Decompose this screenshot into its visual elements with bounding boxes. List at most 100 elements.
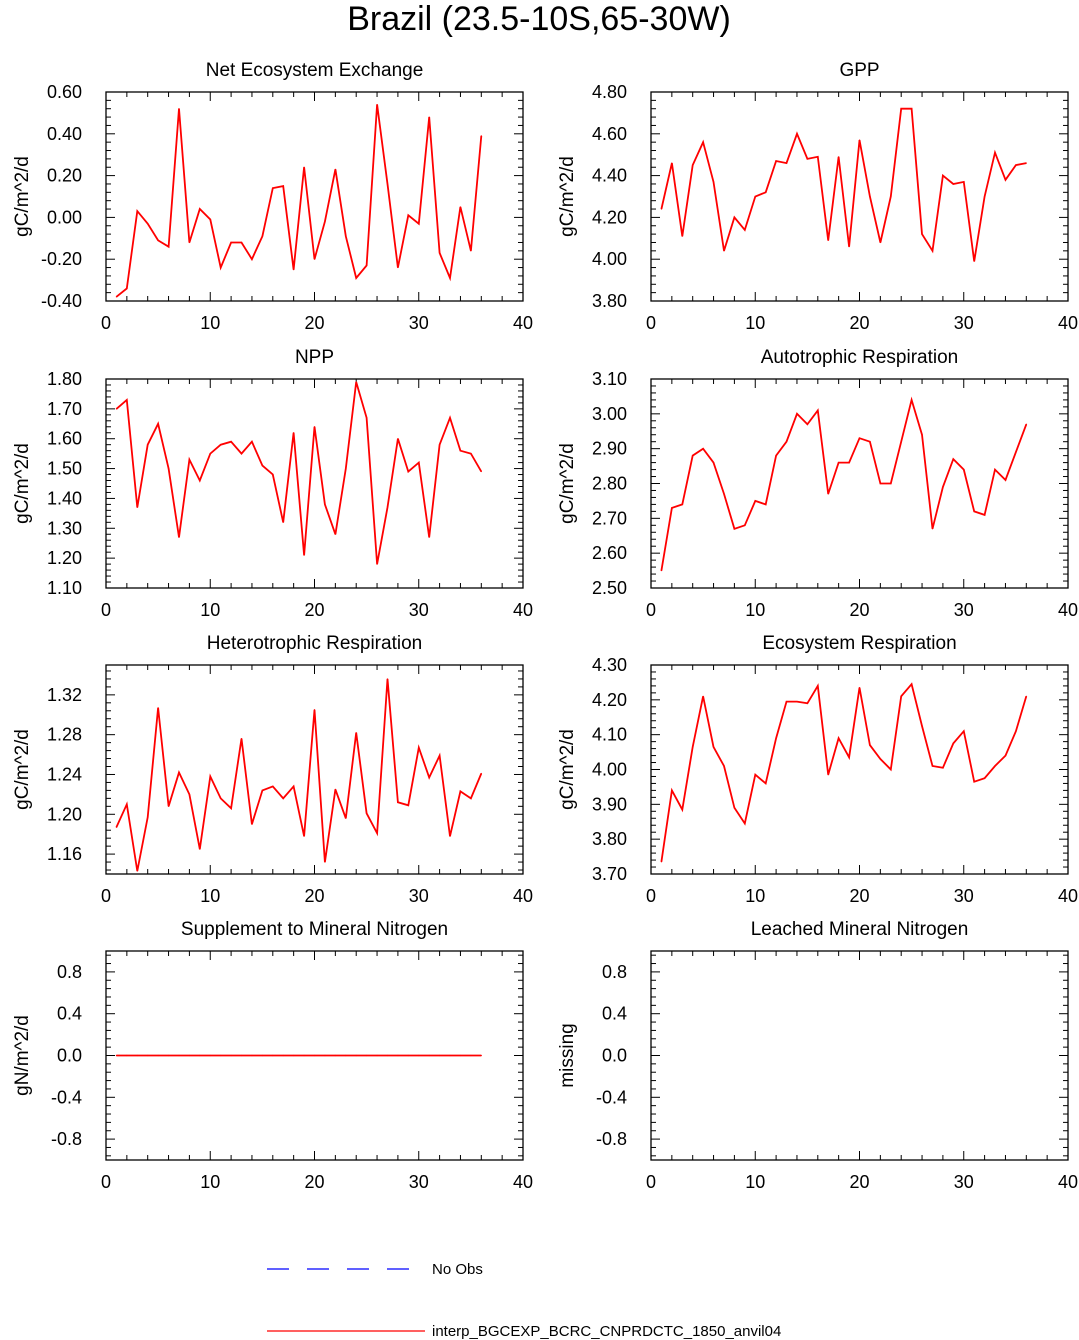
data-point <box>199 848 201 850</box>
data-point <box>796 413 798 415</box>
y-tick-label: 3.90 <box>592 794 627 814</box>
panel-6: Supplement to Mineral Nitrogen gN/m^2/d 0 1… <box>12 919 533 1192</box>
x-tick-label: 10 <box>200 1172 220 1192</box>
y-tick-label: 1.70 <box>47 399 82 419</box>
data-point <box>199 1054 201 1057</box>
data-point <box>282 185 284 187</box>
data-point <box>702 448 704 450</box>
y-tick-label: 1.28 <box>47 725 82 745</box>
data-point <box>251 823 253 825</box>
data-point <box>858 437 861 439</box>
data-point <box>817 156 819 158</box>
data-point <box>209 1054 211 1057</box>
data-point <box>178 108 180 110</box>
data-point <box>796 133 798 135</box>
x-tick-label: 0 <box>646 600 656 620</box>
data-point <box>973 781 975 783</box>
x-tick-label: 40 <box>1058 1172 1078 1192</box>
data-point <box>157 423 159 425</box>
data-point <box>167 805 170 807</box>
x-tick-label: 10 <box>745 886 765 906</box>
x-tick-label: 30 <box>409 886 429 906</box>
x-tick-label: 20 <box>849 886 869 906</box>
data-point <box>449 1054 451 1057</box>
data-point <box>282 797 284 799</box>
data-point <box>313 258 316 260</box>
data-point <box>973 510 975 512</box>
data-point <box>1004 179 1007 181</box>
data-point <box>282 1054 284 1057</box>
x-tick-label: 0 <box>646 886 656 906</box>
data-point <box>942 486 944 488</box>
data-point <box>459 450 462 452</box>
x-tick-label: 30 <box>954 1172 974 1192</box>
data-point <box>911 399 913 401</box>
data-point <box>712 746 715 748</box>
x-tick-label: 40 <box>513 1172 533 1192</box>
data-point <box>386 678 389 680</box>
x-tick-label: 40 <box>513 600 533 620</box>
x-tick-label: 0 <box>101 1172 111 1192</box>
panel-title: Leached Mineral Nitrogen <box>751 919 969 940</box>
data-point <box>952 742 954 744</box>
data-point <box>449 417 451 419</box>
data-point <box>817 409 819 411</box>
data-point <box>220 797 222 799</box>
data-point <box>785 441 788 443</box>
panel-title: Ecosystem Respiration <box>762 633 956 654</box>
y-axis-label: gC/m^2/d <box>12 443 33 524</box>
y-axis-label: gC/m^2/d <box>557 443 578 524</box>
y-tick-label: 1.40 <box>47 488 82 508</box>
x-tick-label: 30 <box>409 1172 429 1192</box>
data-point <box>272 187 274 189</box>
y-tick-label: 0.20 <box>47 166 82 186</box>
x-tick-label: 40 <box>513 313 533 333</box>
panel-4: Heterotrophic Respiration gC/m^2/d 0 10 20 30… <box>12 633 533 906</box>
data-point <box>459 790 462 792</box>
data-point <box>272 1054 274 1057</box>
legend-obs-label: No Obs <box>432 1261 483 1278</box>
data-point <box>838 737 840 739</box>
data-point <box>230 1054 232 1057</box>
data-point <box>115 408 118 410</box>
data-point <box>324 220 326 223</box>
plot-frame <box>105 91 524 302</box>
data-point <box>376 1054 378 1057</box>
data-point <box>890 482 892 485</box>
data-point <box>806 158 808 160</box>
y-tick-label: -0.40 <box>41 291 82 311</box>
data-point <box>827 493 829 495</box>
data-point <box>313 1054 316 1057</box>
data-point <box>869 744 871 746</box>
data-point <box>931 765 934 767</box>
data-point <box>230 241 232 244</box>
data-point <box>480 1054 482 1057</box>
panel-title: Heterotrophic Respiration <box>207 633 422 654</box>
data-point <box>681 503 683 505</box>
data-point <box>921 725 923 727</box>
data-point <box>817 685 819 687</box>
data-point <box>209 453 211 455</box>
data-point <box>931 250 934 252</box>
data-point <box>386 1054 389 1057</box>
data-point <box>765 782 767 785</box>
x-tick-label: 30 <box>954 886 974 906</box>
data-point <box>397 801 399 803</box>
data-point <box>230 441 232 443</box>
data-point <box>931 528 934 530</box>
data-point <box>366 264 368 267</box>
data-point <box>439 252 441 254</box>
data-point <box>723 493 725 495</box>
data-point <box>220 266 222 269</box>
data-point <box>272 473 274 476</box>
data-point <box>879 758 881 760</box>
x-tick-label: 10 <box>745 600 765 620</box>
data-point <box>879 482 881 485</box>
data-point <box>230 807 232 809</box>
data-point <box>973 260 975 262</box>
data-point <box>1025 423 1027 425</box>
data-point <box>188 793 190 795</box>
data-point <box>754 774 756 776</box>
x-tick-label: 30 <box>409 600 429 620</box>
data-point <box>418 747 420 749</box>
